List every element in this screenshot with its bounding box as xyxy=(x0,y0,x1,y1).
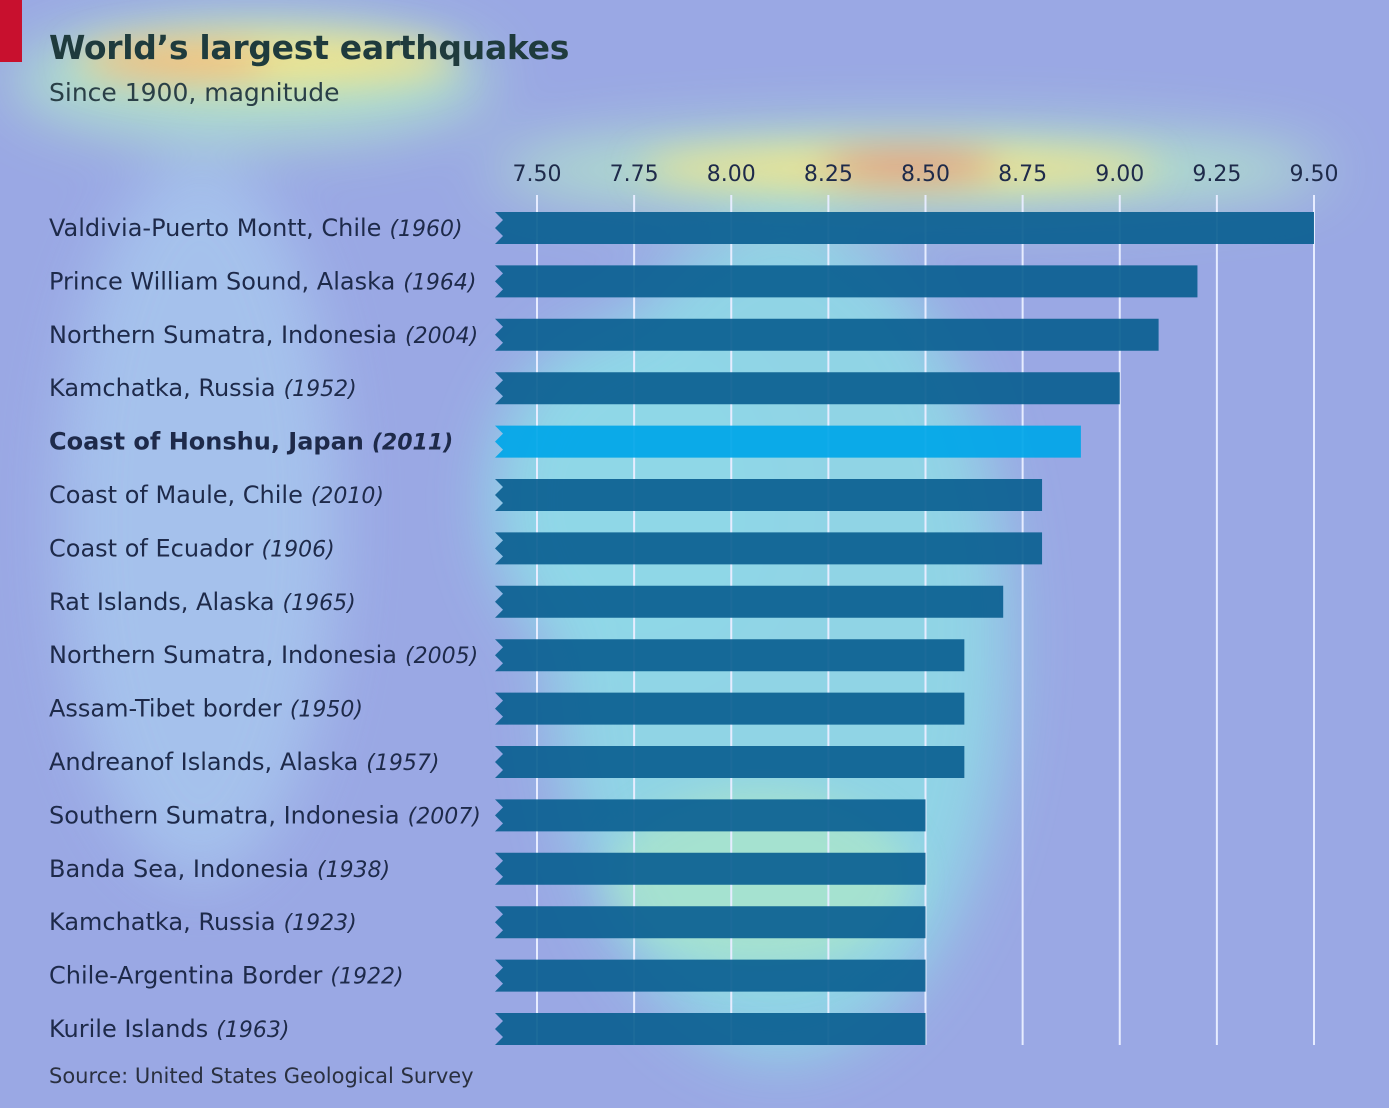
category-place: Northern Sumatra, Indonesia xyxy=(49,321,397,349)
bar xyxy=(495,479,1043,511)
category-year: (1923) xyxy=(284,911,357,936)
bar xyxy=(495,959,926,992)
category-label: Coast of Ecuador (1906) xyxy=(49,534,335,562)
category-place: Coast of Maule, Chile xyxy=(49,481,303,509)
bar-highlighted xyxy=(495,425,1081,458)
bar xyxy=(495,318,1159,351)
category-label: Kamchatka, Russia (1923) xyxy=(49,908,357,936)
category-year: (1957) xyxy=(366,751,439,776)
category-year: (1952) xyxy=(284,377,357,402)
category-place: Prince William Sound, Alaska xyxy=(49,267,395,295)
category-label: Rat Islands, Alaska (1965) xyxy=(49,588,356,616)
category-place: Coast of Honshu, Japan xyxy=(49,428,364,456)
chart-subtitle: Since 1900, magnitude xyxy=(49,78,340,107)
category-label: Northern Sumatra, Indonesia (2005) xyxy=(49,641,478,669)
x-tick-label: 8.50 xyxy=(901,162,950,187)
bar xyxy=(495,1013,926,1045)
category-year: (1965) xyxy=(283,591,356,616)
x-tick-label: 9.00 xyxy=(1095,162,1144,187)
category-label: Banda Sea, Indonesia (1938) xyxy=(49,855,390,883)
bar xyxy=(495,852,926,885)
x-tick-label: 8.75 xyxy=(998,162,1047,187)
category-label: Assam-Tibet border (1950) xyxy=(49,695,363,723)
category-place: Rat Islands, Alaska xyxy=(49,588,275,616)
category-year: (1922) xyxy=(330,965,403,990)
bar xyxy=(495,799,926,832)
bar xyxy=(495,746,965,778)
bar xyxy=(495,372,1120,405)
x-tick-label: 7.75 xyxy=(610,162,659,187)
category-label: Coast of Maule, Chile (2010) xyxy=(49,481,384,509)
category-year: (1963) xyxy=(216,1018,289,1043)
category-label: Prince William Sound, Alaska (1964) xyxy=(49,267,476,295)
category-year: (2010) xyxy=(311,484,384,509)
chart-title: World’s largest earthquakes xyxy=(49,28,570,67)
category-label: Valdivia-Puerto Montt, Chile (1960) xyxy=(49,214,463,242)
category-year: (2005) xyxy=(405,644,478,669)
category-year: (1950) xyxy=(290,698,363,723)
category-year: (1960) xyxy=(389,217,462,242)
bar xyxy=(495,692,965,725)
bar xyxy=(495,265,1198,298)
category-year: (1938) xyxy=(317,858,390,883)
bar xyxy=(495,585,1004,618)
brand-accent-tab xyxy=(0,0,22,62)
category-label: Northern Sumatra, Indonesia (2004) xyxy=(49,321,478,349)
x-tick-label: 7.50 xyxy=(513,162,562,187)
category-label: Coast of Honshu, Japan (2011) xyxy=(49,428,453,456)
category-place: Coast of Ecuador xyxy=(49,534,254,562)
category-year: (2007) xyxy=(408,804,481,829)
category-label: Kurile Islands (1963) xyxy=(49,1015,289,1043)
category-place: Assam-Tibet border xyxy=(49,695,282,723)
category-place: Banda Sea, Indonesia xyxy=(49,855,309,883)
source-note: Source: United States Geological Survey xyxy=(49,1064,474,1088)
category-label: Andreanof Islands, Alaska (1957) xyxy=(49,748,439,776)
bar xyxy=(495,906,926,939)
category-place: Valdivia-Puerto Montt, Chile xyxy=(49,214,381,242)
bar xyxy=(495,532,1043,565)
category-place: Kamchatka, Russia xyxy=(49,374,276,402)
category-place: Southern Sumatra, Indonesia xyxy=(49,801,400,829)
category-place: Andreanof Islands, Alaska xyxy=(49,748,358,776)
x-tick-label: 9.25 xyxy=(1192,162,1241,187)
category-year: (2011) xyxy=(372,431,453,456)
x-tick-label: 8.00 xyxy=(707,162,756,187)
bar xyxy=(495,212,1314,244)
bar xyxy=(495,639,965,672)
category-label: Kamchatka, Russia (1952) xyxy=(49,374,357,402)
x-tick-label: 8.25 xyxy=(804,162,853,187)
category-place: Chile-Argentina Border xyxy=(49,962,322,990)
x-tick-label: 9.50 xyxy=(1290,162,1339,187)
category-place: Kurile Islands xyxy=(49,1015,208,1043)
category-label: Chile-Argentina Border (1922) xyxy=(49,962,404,990)
category-place: Northern Sumatra, Indonesia xyxy=(49,641,397,669)
category-place: Kamchatka, Russia xyxy=(49,908,276,936)
category-year: (1906) xyxy=(262,537,335,562)
category-year: (1964) xyxy=(403,270,476,295)
category-year: (2004) xyxy=(405,324,478,349)
category-label: Southern Sumatra, Indonesia (2007) xyxy=(49,801,481,829)
